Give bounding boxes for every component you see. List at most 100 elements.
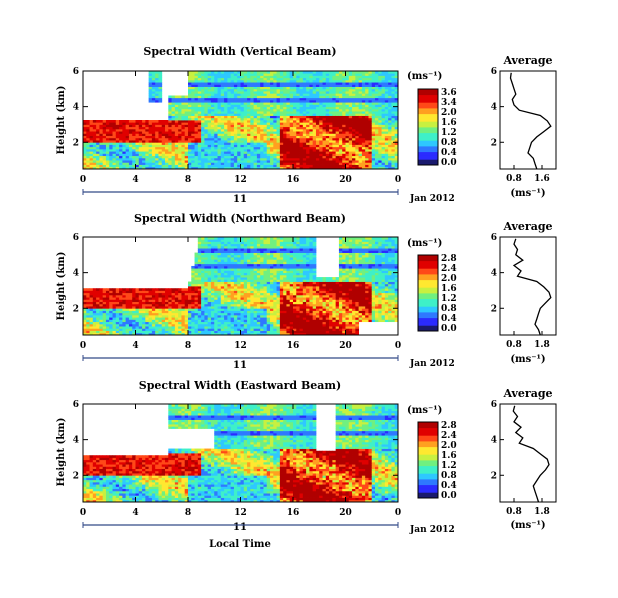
heatmap-cell xyxy=(145,151,150,154)
heatmap-cell xyxy=(378,108,382,112)
heatmap-cell xyxy=(214,157,218,161)
heatmap-cell xyxy=(171,135,176,139)
heatmap-cell xyxy=(220,317,225,320)
heatmap-cell xyxy=(293,142,297,145)
heatmap-cell xyxy=(86,292,90,296)
heatmap-cell xyxy=(128,301,133,305)
heatmap-cell xyxy=(96,314,100,318)
heatmap-cell xyxy=(256,84,261,87)
heatmap-cell xyxy=(155,148,159,152)
heatmap-cell xyxy=(161,128,166,132)
heatmap-cell xyxy=(381,71,386,74)
heatmap-cell xyxy=(230,135,235,139)
heatmap-cell xyxy=(174,151,179,154)
heatmap-cell xyxy=(217,86,222,90)
heatmap-cell xyxy=(302,93,307,96)
heatmap-cell xyxy=(210,111,215,114)
heatmap-cell xyxy=(224,317,228,320)
heatmap-cell xyxy=(342,106,346,110)
heatmap-cell xyxy=(148,128,153,132)
heatmap-cell xyxy=(210,157,215,161)
heatmap-cell xyxy=(181,120,186,123)
heatmap-cell xyxy=(332,142,337,145)
heatmap-cell xyxy=(296,79,300,83)
heatmap-cell xyxy=(368,84,373,87)
heatmap-cell xyxy=(293,108,297,112)
heatmap-cell xyxy=(128,314,133,318)
heatmap-cell xyxy=(165,140,169,143)
heatmap-cell xyxy=(289,79,294,83)
heatmap-cell xyxy=(237,151,241,154)
ylabel-panel-1: Height (km) xyxy=(56,86,67,155)
heatmap-cell xyxy=(240,93,245,96)
heatmap-cell xyxy=(296,95,300,99)
heatmap-cell xyxy=(89,124,94,128)
heatmap-cell xyxy=(296,160,300,163)
heatmap-cell xyxy=(240,157,245,161)
heatmap-cell xyxy=(122,326,127,329)
heatmap-cell xyxy=(109,164,113,168)
heatmap-cell xyxy=(148,294,153,298)
heatmap-cell xyxy=(240,84,245,87)
heatmap-cell xyxy=(256,151,261,154)
heatmap-cell xyxy=(332,104,337,108)
heatmap-cell xyxy=(220,283,225,287)
heatmap-cell xyxy=(128,144,133,148)
heatmap-cell xyxy=(260,106,264,110)
heatmap-cell xyxy=(207,286,212,289)
heatmap-cell xyxy=(224,268,228,271)
heatmap-cell xyxy=(145,319,150,323)
heatmap-cell xyxy=(191,84,195,87)
heatmap-cell xyxy=(322,95,327,99)
heatmap-cell xyxy=(115,157,120,161)
heatmap-cell xyxy=(335,86,340,90)
heatmap-cell xyxy=(312,93,317,96)
heatmap-cell xyxy=(250,126,255,130)
heatmap-cell xyxy=(165,290,169,294)
heatmap-cell xyxy=(319,113,323,116)
heatmap-cell xyxy=(207,281,212,285)
heatmap-cell xyxy=(204,259,209,262)
heatmap-cell xyxy=(332,77,337,81)
heatmap-cell xyxy=(312,71,317,74)
heatmap-cell xyxy=(191,128,195,132)
heatmap-cell xyxy=(128,133,133,136)
heatmap-cell xyxy=(204,111,209,114)
heatmap-cell xyxy=(148,95,153,99)
heatmap-cell xyxy=(293,84,297,87)
heatmap-cell xyxy=(207,272,212,276)
heatmap-cell xyxy=(358,142,363,145)
heatmap-cell xyxy=(191,104,195,108)
heatmap-cell xyxy=(253,95,258,99)
heatmap-cell xyxy=(279,166,284,170)
heatmap-cell xyxy=(286,111,291,114)
heatmap-cell xyxy=(247,73,251,76)
heatmap-cell xyxy=(168,117,172,121)
heatmap-cell xyxy=(273,111,277,114)
heatmap-cell xyxy=(378,86,382,90)
heatmap-cell xyxy=(332,166,337,170)
heatmap-cell xyxy=(158,84,163,87)
heatmap-cell xyxy=(158,162,163,165)
heatmap-cell xyxy=(188,144,192,148)
heatmap-cell xyxy=(279,120,284,123)
heatmap-cell xyxy=(375,164,379,168)
heatmap-cell xyxy=(384,153,389,157)
heatmap-cell xyxy=(83,131,87,134)
heatmap-cell xyxy=(227,146,232,150)
heatmap-cell xyxy=(188,120,192,123)
heatmap-cell xyxy=(194,254,199,258)
heatmap-cell xyxy=(174,319,179,323)
heatmap-cell xyxy=(132,164,136,168)
heatmap-cell xyxy=(112,294,117,298)
heatmap-cell xyxy=(188,314,192,318)
heatmap-cell xyxy=(384,122,389,125)
heatmap-cell xyxy=(220,115,225,119)
heatmap-cell xyxy=(102,162,107,165)
heatmap-cell xyxy=(375,108,379,112)
heatmap-cell xyxy=(240,122,245,125)
heatmap-cell xyxy=(171,290,176,294)
heatmap-cell xyxy=(155,330,159,334)
heatmap-cell xyxy=(384,155,389,159)
heatmap-cell xyxy=(197,82,202,85)
